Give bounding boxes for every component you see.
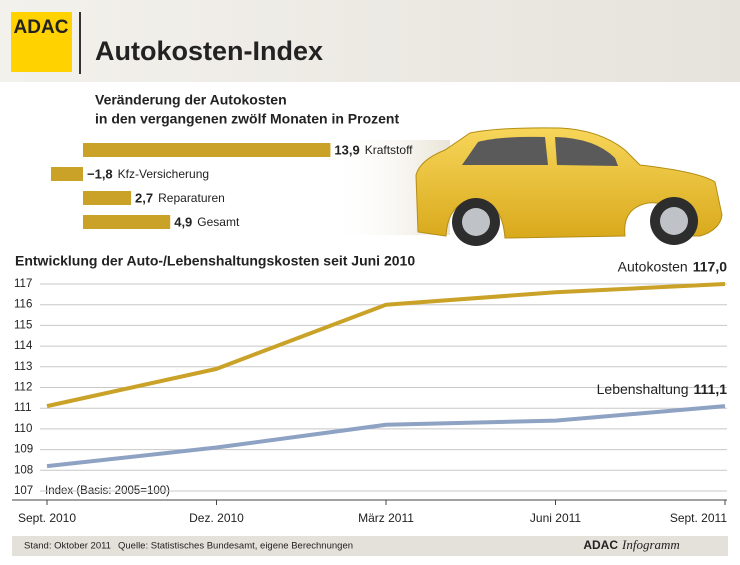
footer-band	[12, 536, 728, 556]
car-illustration	[330, 127, 723, 246]
logo-box	[11, 12, 72, 72]
page-title: Autokosten-Index	[95, 36, 323, 66]
y-tick-label: 109	[14, 444, 33, 456]
y-tick-label: 108	[14, 464, 33, 476]
category-label: Reparaturen	[158, 191, 225, 205]
bar	[83, 215, 171, 229]
bar	[83, 143, 331, 157]
end-value-label: 117,0	[693, 259, 727, 275]
footer-brand-suffix: Infogramm	[621, 537, 680, 552]
y-tick-label: 110	[14, 423, 32, 435]
car-window	[462, 136, 548, 165]
category-label: Gesamt	[197, 215, 240, 229]
series-label: Lebenshaltung	[597, 381, 689, 397]
x-tick-label: Dez. 2010	[189, 511, 244, 525]
footer-source: Quelle: Statistisches Bundesamt, eigene …	[118, 541, 353, 552]
rim	[660, 207, 688, 235]
chart-title: Veränderung der Autokosten	[95, 92, 287, 108]
chart-title: Entwicklung der Auto-/Lebenshaltungskost…	[15, 253, 415, 269]
rim	[462, 208, 490, 236]
y-tick-label: 117	[14, 278, 32, 290]
line	[46, 404, 726, 469]
line-chart: Entwicklung der Auto-/Lebenshaltungskost…	[12, 253, 727, 525]
value-label: 2,7	[135, 190, 153, 205]
value-label: 13,9	[334, 142, 359, 157]
footer-brand: ADAC	[583, 538, 618, 552]
y-tick-label: 107	[14, 485, 33, 497]
bar	[50, 167, 83, 181]
x-tick-label: Juni 2011	[530, 511, 581, 525]
category-label: Kfz-Versicherung	[118, 167, 209, 181]
series-label: Autokosten	[618, 259, 688, 275]
chart-subtitle: in den vergangenen zwölf Monaten in Proz…	[95, 111, 399, 127]
footer-date: Stand: Oktober 2011	[24, 541, 111, 552]
y-tick-label: 116	[14, 299, 32, 311]
y-tick-label: 115	[14, 319, 32, 331]
x-tick-label: Sept. 2011	[670, 511, 727, 525]
bar	[83, 191, 132, 205]
line	[46, 282, 726, 409]
category-label: Kraftstoff	[365, 143, 413, 157]
value-label: 4,9	[174, 214, 192, 229]
x-tick-label: März 2011	[358, 511, 414, 525]
value-label: −1,8	[87, 166, 113, 181]
x-tick-label: Sept. 2010	[18, 511, 76, 525]
y-tick-label: 111	[14, 402, 31, 414]
y-tick-label: 114	[14, 340, 33, 352]
y-tick-label: 112	[14, 382, 32, 394]
car-window	[555, 137, 618, 166]
bar-chart: Veränderung der Autokosten in den vergan…	[50, 92, 413, 229]
end-value-label: 111,1	[694, 381, 728, 397]
header-band	[0, 0, 740, 82]
y-tick-label: 113	[14, 361, 32, 373]
logo: ADAC	[14, 17, 69, 38]
